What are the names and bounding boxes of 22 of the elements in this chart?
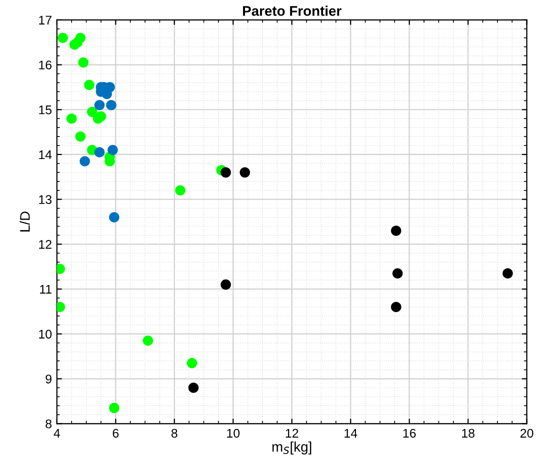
x-axis-title: m$_{S}$[kg] — [272, 442, 312, 454]
x-tick-label: 8 — [171, 428, 178, 438]
y-tick-label: 14 — [39, 150, 52, 160]
y-tick-label: 11 — [40, 284, 52, 294]
y-tick-label: 17 — [39, 16, 52, 24]
y-tick-label: 12 — [39, 240, 52, 249]
y-tick-label: 8 — [46, 419, 52, 428]
x-tick-label: 20 — [520, 428, 534, 438]
x-tick-label: 14 — [344, 428, 358, 438]
x-tick-label: 4 — [54, 428, 60, 438]
chart-title: Pareto Frontier — [243, 6, 342, 16]
x-tick-label: 16 — [403, 428, 416, 438]
y-tick-label: 9 — [46, 374, 52, 384]
y-tick-label: 15 — [39, 106, 52, 114]
y-axis-title: L/D — [20, 212, 30, 232]
x-tick-label: 12 — [286, 428, 298, 438]
y-tick-label: 13 — [39, 195, 52, 204]
x-tick-label: 6 — [112, 428, 119, 438]
y-tick-label: 10 — [39, 330, 52, 339]
y-tick-label: 16 — [39, 60, 52, 70]
x-tick-label: 10 — [227, 428, 240, 438]
x-tick-label: 18 — [462, 428, 474, 438]
